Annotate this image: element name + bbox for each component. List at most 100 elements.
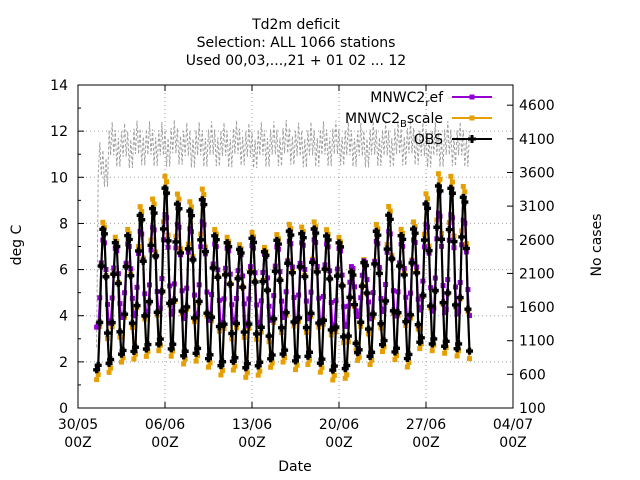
data-point: [218, 372, 224, 378]
legend-label-main: OBS: [414, 132, 443, 148]
data-point: [356, 354, 362, 360]
data-point: [231, 354, 239, 362]
data-point: [448, 189, 456, 197]
data-point: [107, 356, 115, 364]
y-axis-label: deg C: [9, 224, 25, 265]
data-point: [343, 362, 351, 370]
legend-label: MNWC2Bscale: [345, 111, 443, 130]
x-tick-label-date: 04/07: [493, 417, 533, 433]
data-point: [239, 283, 247, 291]
data-point: [212, 236, 220, 244]
data-point: [172, 238, 180, 246]
data-point: [456, 308, 462, 314]
y-tick-label: 10: [50, 170, 68, 186]
legend-entry: OBS: [414, 132, 492, 148]
data-point: [455, 340, 463, 348]
data-point: [94, 377, 100, 383]
data-point: [237, 249, 245, 257]
data-point: [120, 355, 126, 361]
data-point: [349, 271, 357, 279]
data-point: [290, 318, 298, 326]
data-point: [203, 309, 211, 317]
data-point: [324, 227, 330, 233]
data-point: [383, 245, 391, 253]
data-point: [363, 289, 371, 297]
data-point: [237, 242, 243, 248]
data-point: [294, 362, 300, 368]
data-point: [245, 320, 253, 328]
data-point: [331, 372, 337, 378]
data-point: [406, 359, 412, 365]
data-point: [151, 201, 157, 207]
data-point: [132, 310, 138, 316]
data-point: [177, 249, 185, 257]
y2-tick-label: 2100: [519, 266, 555, 282]
data-point: [418, 304, 424, 310]
data-point: [201, 192, 207, 198]
data-point: [299, 224, 305, 230]
data-point: [311, 219, 317, 225]
x-tick-label-time: 00Z: [325, 435, 352, 451]
data-point: [234, 275, 242, 283]
data-point: [268, 351, 276, 359]
data-point: [131, 313, 137, 319]
data-point: [448, 173, 454, 179]
x-tick-label-time: 00Z: [64, 435, 91, 451]
legend-marker: [469, 94, 475, 100]
x-tick-label-date: 20/06: [319, 417, 359, 433]
y2-tick-label: 600: [519, 367, 546, 383]
data-point: [336, 234, 342, 240]
data-point: [97, 262, 105, 270]
data-point: [461, 198, 469, 206]
data-point: [244, 370, 250, 376]
data-point: [195, 297, 203, 305]
y2-tick-label: 2600: [519, 233, 555, 249]
data-point: [174, 191, 180, 197]
x-tick-label-time: 00Z: [151, 435, 178, 451]
y2-axis-label: No cases: [589, 214, 605, 277]
data-point: [200, 201, 208, 209]
data-point: [226, 280, 234, 288]
data-point: [257, 320, 263, 326]
y-tick-label: 14: [50, 78, 68, 94]
data-point: [125, 235, 133, 243]
data-point: [206, 364, 211, 370]
data-point: [375, 269, 383, 277]
data-point: [253, 330, 261, 338]
y2-tick-label: 1100: [519, 334, 555, 350]
x-tick-label-time: 00Z: [412, 435, 439, 451]
data-point: [462, 189, 468, 195]
data-point: [386, 203, 392, 209]
y-tick-label: 12: [50, 124, 68, 140]
data-point: [374, 231, 382, 239]
data-point: [119, 346, 127, 354]
y2-tick-label: 3600: [519, 165, 555, 181]
data-point: [197, 236, 205, 244]
y-tick-label: 0: [59, 401, 68, 417]
data-point: [159, 225, 167, 233]
data-point: [133, 302, 141, 310]
data-point: [442, 337, 450, 345]
title-line-3: Used 00,03,...,21 + 01 02 ... 12: [186, 53, 406, 69]
data-point: [243, 360, 251, 368]
legend-label-sub: B: [400, 119, 407, 130]
data-point: [346, 293, 354, 301]
data-point: [398, 226, 404, 232]
data-point: [243, 374, 249, 380]
data-point: [131, 356, 137, 362]
data-point: [187, 199, 193, 205]
data-point: [454, 353, 460, 359]
data-point: [218, 358, 226, 366]
data-point: [113, 242, 121, 250]
data-point: [406, 311, 414, 319]
data-point: [321, 265, 329, 273]
data-point: [153, 308, 161, 316]
data-point: [181, 361, 187, 367]
data-point: [102, 273, 110, 281]
data-point: [145, 309, 151, 315]
y-tick-label: 2: [59, 355, 68, 371]
data-point: [143, 353, 149, 359]
x-tick-label-date: 30/05: [58, 417, 98, 433]
data-point: [327, 326, 335, 334]
